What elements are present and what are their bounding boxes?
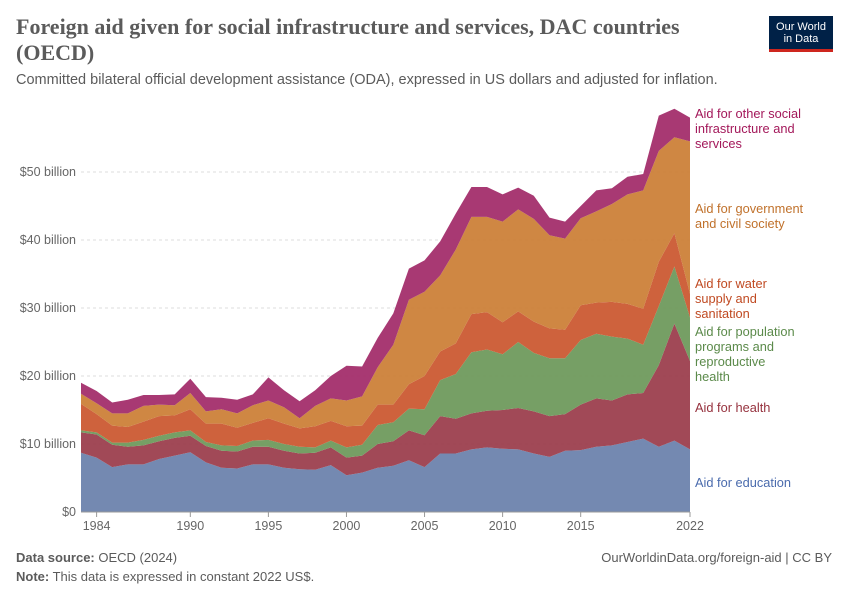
area-series-1[interactable] [81,323,690,476]
note: Note: This data is expressed in constant… [16,569,314,584]
x-tick-label: 1995 [254,519,282,533]
area-series-4[interactable] [81,137,690,429]
note-label: Note: [16,569,50,584]
series-label-0: Aid for education [695,475,791,490]
series-areas [81,108,690,512]
x-tick-label: 2000 [333,519,361,533]
x-tick-label: 2022 [676,519,704,533]
series-label-2: Aid for population programs and reproducti… [695,324,795,384]
source-value[interactable]: OECD (2024) [94,550,178,565]
note-value: This data is expressed in constant 2022 … [49,569,315,584]
x-tick-label: 1984 [83,519,111,533]
series-labels: Aid for education Aid for health Aid for p… [695,106,804,490]
series-label-4: Aid for government and civil society [695,201,804,231]
y-tick-label: $20 billion [20,369,76,383]
axes: $0 $10 billion $20 billion $30 billion $40 b… [20,165,704,533]
x-tick-label: 2010 [489,519,517,533]
y-tick-label: $30 billion [20,301,76,315]
area-series-2[interactable] [81,266,690,458]
chart-title: Foreign aid given for social infrastruct… [16,14,680,65]
x-tick-label: 2005 [411,519,439,533]
series-label-1: Aid for health [695,400,770,415]
y-tick-label: $10 billion [20,437,76,451]
source-url[interactable]: OurWorldinData.org/foreign-aid | CC BY [601,550,832,565]
series-label-3: Aid for water supply and sanitation [695,276,768,321]
x-tick-label: 2015 [567,519,595,533]
source-label: Data source: [16,550,95,565]
series-label-5: Aid for other social infrastructure and se… [695,106,801,151]
y-tick-label: $40 billion [20,233,76,247]
owid-logo[interactable]: Our World in Data [769,16,833,52]
data-source: Data source: OECD (2024) [16,550,177,565]
area-series-3[interactable] [81,233,690,448]
y-tick-label: $50 billion [20,165,76,179]
logo-line-1: Our World [776,21,826,33]
logo-line-2: in Data [783,33,819,45]
chart-subtitle: Committed bilateral official development… [16,72,718,88]
x-tick-label: 1990 [176,519,204,533]
area-series-0[interactable] [81,438,690,512]
y-tick-label: $0 [62,505,76,519]
